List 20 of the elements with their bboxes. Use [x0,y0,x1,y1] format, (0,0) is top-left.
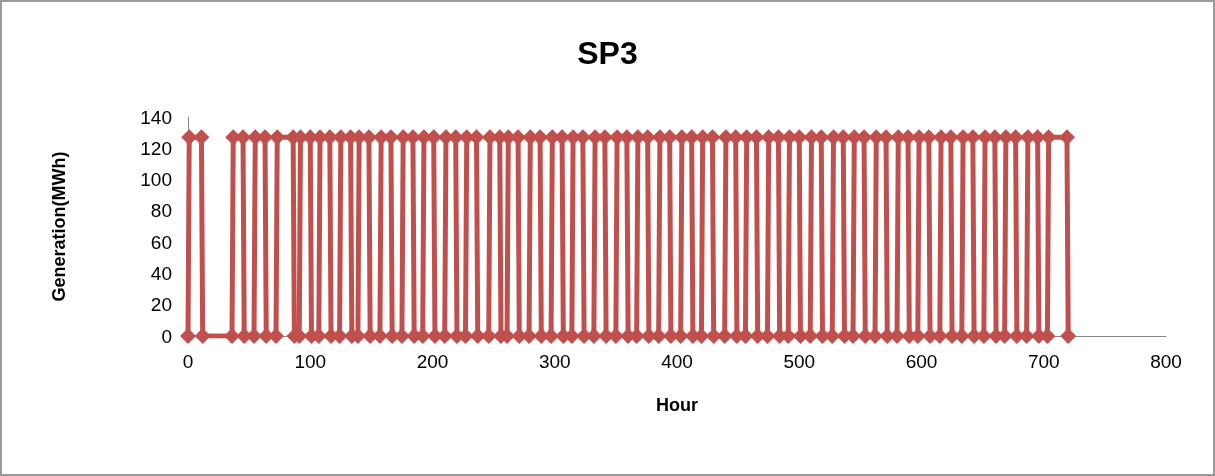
y-tick-label: 0 [161,325,172,347]
x-axis-title: Hour [656,395,698,415]
x-tick-label: 200 [416,351,449,372]
x-tick-label: 800 [1150,351,1182,372]
y-tick-label: 80 [150,200,172,222]
chart-title: SP3 [577,35,638,71]
x-tick-label: 100 [294,351,327,372]
y-tick-label: 140 [140,106,172,128]
x-tick-label: 500 [783,351,816,372]
y-tick-label: 20 [150,294,172,316]
x-tick-label: 300 [538,351,571,372]
y-tick-label: 40 [150,262,172,284]
x-tick-label: 0 [182,351,194,372]
y-tick-label: 60 [150,231,172,253]
y-axis-title: Generation(MWh) [49,151,69,302]
x-tick-label: 700 [1027,351,1060,372]
x-tick-label: 400 [661,351,693,372]
y-tick-label: 120 [140,137,172,159]
y-tick-label: 100 [140,169,172,191]
x-tick-label: 600 [905,351,938,372]
